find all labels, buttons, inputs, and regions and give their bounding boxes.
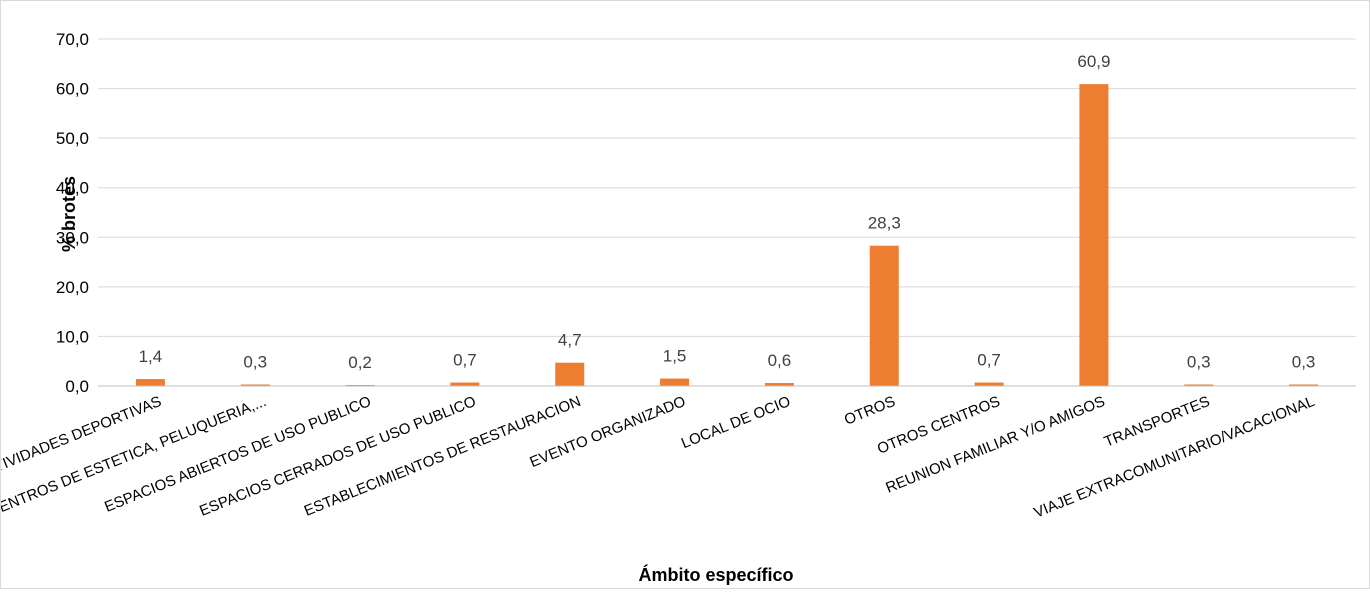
data-label: 1,5 — [663, 347, 687, 366]
bar — [135, 379, 165, 386]
data-label: 0,6 — [768, 351, 792, 370]
data-label: 60,9 — [1077, 52, 1110, 71]
data-label: 0,7 — [453, 351, 477, 370]
data-label: 28,3 — [868, 214, 901, 233]
bar — [869, 245, 899, 386]
y-tick-label: 60,0 — [56, 80, 89, 99]
bar — [450, 382, 480, 386]
data-label: 1,4 — [139, 347, 163, 366]
x-category-label: OTROS — [842, 393, 898, 429]
y-tick-label: 40,0 — [56, 179, 89, 198]
data-label: 0,3 — [243, 353, 267, 372]
y-axis-title: % brotes — [59, 176, 79, 252]
bar — [974, 382, 1004, 386]
bar — [555, 362, 585, 386]
bar — [764, 383, 794, 386]
bar — [1289, 384, 1319, 386]
data-label: 0,3 — [1187, 353, 1211, 372]
x-category-label: LOCAL DE OCIO — [679, 393, 793, 452]
data-label: 4,7 — [558, 331, 582, 350]
y-tick-label: 0,0 — [65, 377, 89, 396]
gridlines — [98, 38, 1356, 337]
data-label: 0,7 — [977, 351, 1001, 370]
y-tick-label: 20,0 — [56, 278, 89, 297]
bars — [135, 84, 1319, 387]
y-tick-label: 70,0 — [56, 30, 89, 49]
y-tick-label: 10,0 — [56, 327, 89, 346]
data-label: 0,3 — [1292, 353, 1316, 372]
bar — [240, 384, 270, 386]
bar — [1184, 384, 1214, 386]
y-tick-label: 50,0 — [56, 129, 89, 148]
bar — [660, 378, 690, 386]
y-axis-tick-labels: 0,0 10,0 20,0 30,0 40,0 50,0 60,0 70,0 — [56, 30, 89, 396]
data-labels: 1,4 0,3 0,2 0,7 4,7 1,5 0,6 28,3 0,7 60,9 0,3 0,3 — [139, 52, 1316, 372]
data-label: 0,2 — [348, 353, 372, 372]
bar — [1079, 84, 1109, 387]
y-tick-label: 30,0 — [56, 228, 89, 247]
x-axis-title: Ámbito específico — [638, 564, 793, 585]
